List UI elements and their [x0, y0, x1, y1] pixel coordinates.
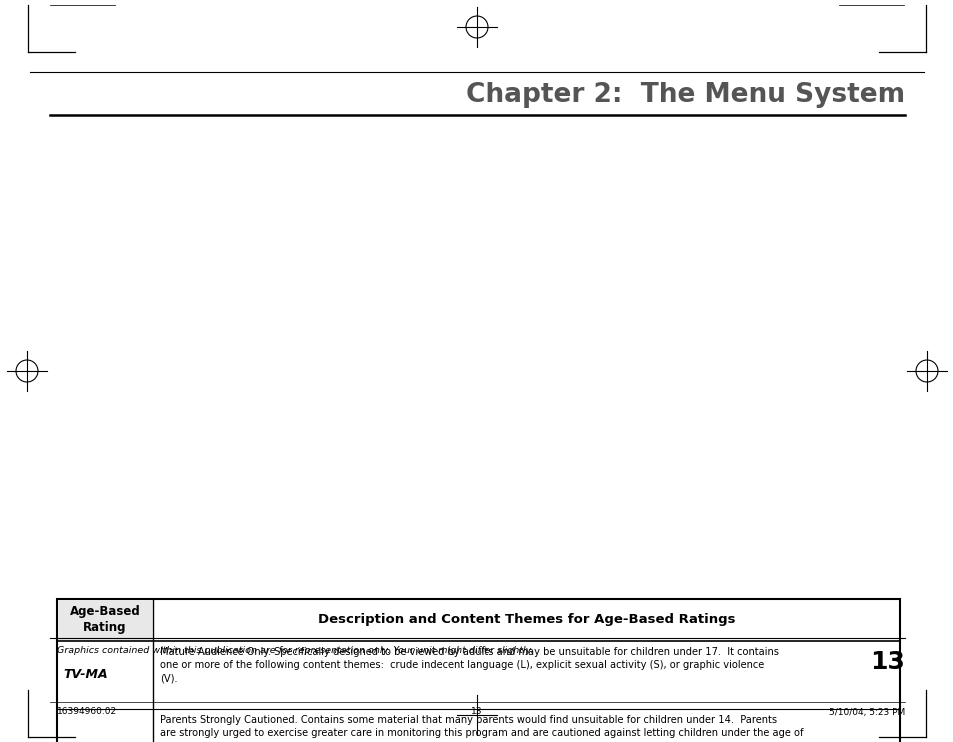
Text: 13: 13 [869, 650, 904, 674]
Bar [737, 687, 753, 719]
Bar [233, 687, 249, 719]
Bar [705, 687, 721, 719]
Bar [205, 687, 219, 719]
Bar [176, 687, 191, 719]
Bar [292, 687, 306, 719]
Bar [753, 687, 768, 719]
Bar [57, 599, 899, 742]
Bar [191, 687, 205, 719]
Text: 16394960.02: 16394960.02 [57, 708, 117, 717]
Bar [690, 687, 705, 719]
Text: Age-Based
Rating: Age-Based Rating [70, 605, 140, 634]
Bar [721, 687, 737, 719]
Bar [277, 687, 292, 719]
Bar [58, 600, 152, 640]
Text: TV-MA: TV-MA [63, 669, 108, 681]
Bar [249, 687, 263, 719]
Bar [263, 687, 277, 719]
Bar [219, 687, 233, 719]
Text: Parents Strongly Cautioned. Contains some material that many parents would find : Parents Strongly Cautioned. Contains som… [160, 715, 802, 742]
Bar [784, 687, 800, 719]
Text: Description and Content Themes for Age-Based Ratings: Description and Content Themes for Age-B… [317, 614, 735, 626]
Text: 5/10/04, 5:23 PM: 5/10/04, 5:23 PM [828, 708, 904, 717]
Text: Mature Audience Only. Specifically designed to be viewed by adults and may be un: Mature Audience Only. Specifically desig… [160, 647, 779, 683]
Bar [659, 687, 674, 719]
Bar [816, 687, 831, 719]
Text: Chapter 2:  The Menu System: Chapter 2: The Menu System [465, 82, 904, 108]
Bar [768, 687, 784, 719]
Bar [162, 687, 176, 719]
Bar [674, 687, 690, 719]
Text: 13: 13 [471, 708, 482, 717]
Bar [148, 687, 162, 719]
Bar [800, 687, 816, 719]
Text: Graphics contained within this publication are for representation only. Your uni: Graphics contained within this publicati… [57, 646, 533, 655]
